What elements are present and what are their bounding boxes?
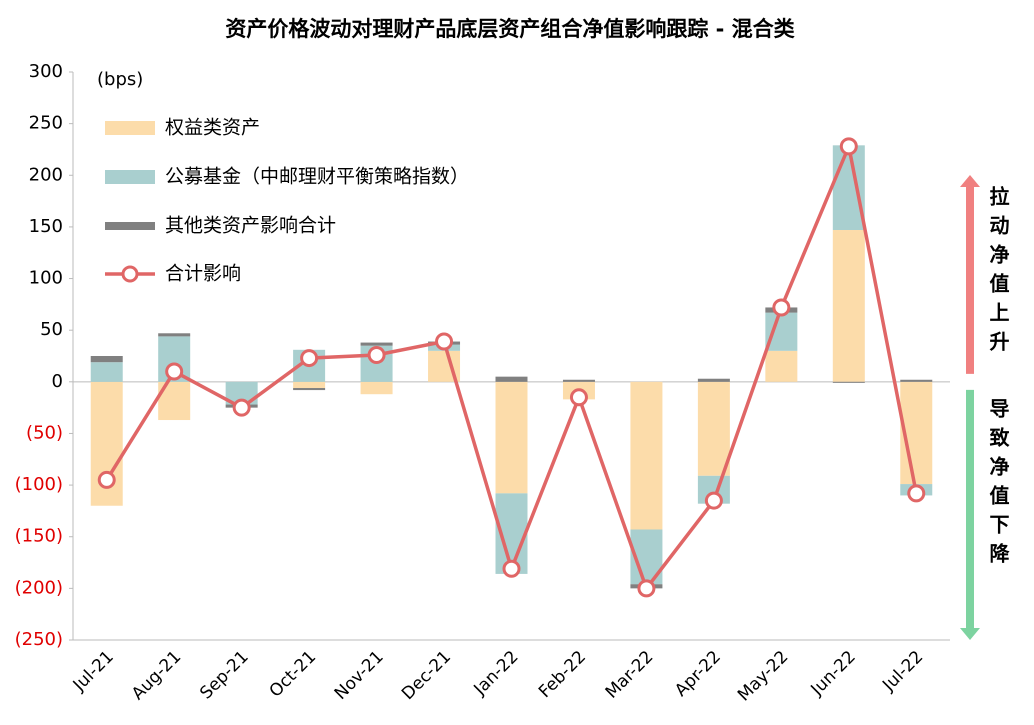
y-tick-label: 250 (29, 113, 63, 134)
total-marker (165, 362, 184, 381)
bar-segment (697, 381, 730, 476)
chart-title: 资产价格波动对理财产品底层资产组合净值影响跟踪 - 混合类 (225, 17, 795, 41)
x-tick-label: Oct-21 (266, 647, 321, 702)
bar-segment (225, 381, 258, 405)
y-tick-label: (250) (15, 629, 63, 650)
legend-label: 权益类资产 (165, 117, 260, 139)
y-tick-label: 50 (40, 319, 63, 340)
x-tick-label: Jul-21 (69, 647, 118, 696)
bar-segment (90, 356, 123, 363)
total-marker (232, 398, 251, 417)
x-tick-label: Aug-21 (128, 647, 185, 704)
bar-segment (630, 381, 663, 530)
x-tick-label: Apr-22 (671, 647, 725, 701)
x-tick-label: Mar-22 (602, 647, 658, 703)
y-tick-label: 150 (29, 216, 63, 237)
total-marker (435, 332, 454, 351)
annotation-arrowhead (960, 628, 980, 640)
annotation-up: 拉动净值上升 (986, 185, 1010, 360)
bar-segment (765, 312, 798, 351)
total-marker (907, 484, 926, 503)
bar-segment (495, 381, 528, 494)
y-tick-label: (50) (26, 422, 63, 443)
y-tick-label: (200) (15, 577, 63, 598)
x-tick-label: Jan-22 (470, 647, 523, 700)
y-tick-label: (100) (15, 474, 63, 495)
legend-swatch (105, 121, 155, 135)
bar-segment (495, 376, 528, 382)
x-tick-label: Feb-22 (535, 647, 590, 702)
bar-segment (832, 145, 865, 231)
bar-segment (562, 379, 595, 382)
bar-segment (832, 230, 865, 382)
x-tick-label: Dec-21 (398, 647, 455, 704)
bar-segment (293, 381, 326, 389)
y-tick-label: 300 (29, 61, 63, 82)
annotation-arrowhead (960, 175, 980, 187)
total-marker (97, 470, 116, 489)
legend-label: 公募基金（中邮理财平衡策略指数） (165, 166, 469, 188)
total-marker (300, 349, 319, 368)
y-tick-label: (150) (15, 526, 63, 547)
bar-segment (360, 381, 393, 395)
y-tick-label: 100 (29, 268, 63, 289)
bar-segment (765, 350, 798, 382)
y-tick-label: 200 (29, 164, 63, 185)
y-tick-label: 0 (52, 371, 63, 392)
legend-swatch (121, 265, 139, 283)
y-unit-label: (bps) (97, 69, 143, 90)
bar-segment (158, 333, 191, 337)
legend-label: 合计影响 (165, 263, 241, 285)
total-marker (839, 137, 858, 156)
x-tick-label: Nov-21 (331, 647, 388, 704)
total-marker (502, 559, 521, 578)
x-tick-label: Jul-22 (878, 647, 927, 696)
legend-swatch (105, 222, 155, 230)
annotation-down: 导致净值下降 (986, 398, 1010, 572)
legend-label: 其他类资产影响合计 (165, 215, 336, 237)
bar-segment (90, 362, 123, 382)
total-marker (367, 345, 386, 364)
x-tick-label: May-22 (734, 647, 792, 705)
bar-segment (360, 342, 393, 346)
bar-segment (697, 378, 730, 382)
x-tick-label: Jun-22 (807, 647, 860, 700)
total-marker (569, 388, 588, 407)
total-marker (637, 579, 656, 598)
legend-swatch (105, 170, 155, 184)
bar-segment (900, 379, 933, 382)
bar-segment (293, 388, 326, 391)
total-marker (772, 298, 791, 317)
bar-segment (832, 381, 865, 383)
x-tick-label: Sep-21 (196, 647, 252, 703)
total-marker (704, 491, 723, 510)
